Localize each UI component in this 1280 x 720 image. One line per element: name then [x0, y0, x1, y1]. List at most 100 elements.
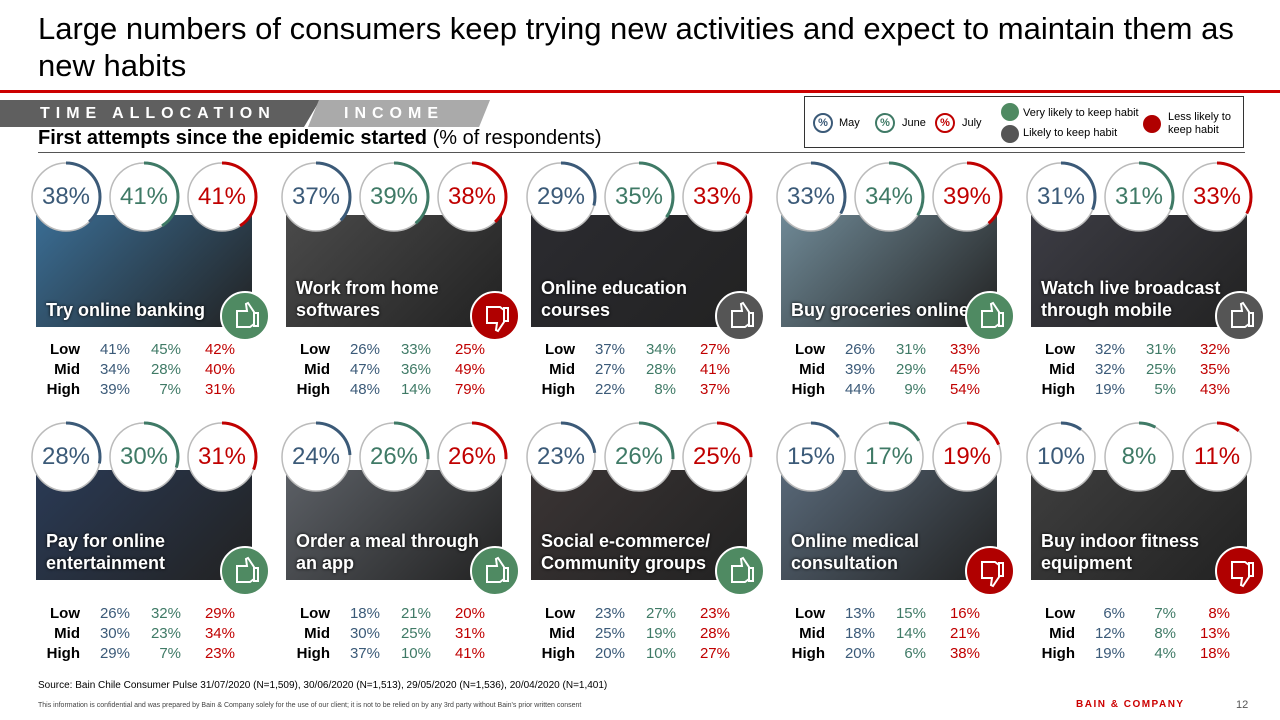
thumbs-up-icon — [220, 546, 270, 596]
income-value-may: 41% — [99, 341, 130, 358]
percent-ring-june: 17% — [851, 419, 927, 495]
tab-income[interactable]: INCOME — [308, 100, 490, 127]
income-row-low: Low 37% 34% 27% — [535, 340, 755, 360]
income-value-july: 27% — [699, 645, 730, 662]
income-level-label: High — [296, 381, 330, 398]
income-row-low: Low 13% 15% 16% — [785, 604, 1005, 624]
income-value-may: 26% — [349, 341, 380, 358]
percent-ring-july: 25% — [679, 419, 755, 495]
photo-background — [36, 215, 252, 327]
activity-label: Social e-commerce/ Community groups — [541, 531, 711, 573]
percent-ring-june: 30% — [106, 419, 182, 495]
income-level-label: Low — [300, 341, 330, 358]
income-value-may: 26% — [99, 605, 130, 622]
activity-label: Watch live broadcast through mobile — [1041, 278, 1221, 320]
income-level-label: Mid — [1049, 361, 1075, 378]
income-value-june: 28% — [645, 361, 676, 378]
income-value-june: 14% — [895, 625, 926, 642]
legend-july-label: July — [962, 117, 982, 129]
income-value-july: 28% — [699, 625, 730, 642]
income-row-mid: Mid 47% 36% 49% — [290, 360, 510, 380]
percent-ring-may: 31% — [1023, 159, 1099, 235]
income-level-label: Mid — [1049, 625, 1075, 642]
income-value-june: 4% — [1154, 645, 1176, 662]
photo-background — [286, 215, 502, 327]
percent-value-july: 33% — [692, 183, 742, 210]
income-row-low: Low 26% 32% 29% — [40, 604, 260, 624]
brand-logo: BAIN & COMPANY — [1076, 699, 1185, 710]
percent-ring-june: 34% — [851, 159, 927, 235]
income-level-label: Low — [1045, 341, 1075, 358]
income-value-june: 21% — [400, 605, 431, 622]
thumbs-down-icon — [965, 546, 1015, 596]
income-value-may: 26% — [844, 341, 875, 358]
income-row-high: High 48% 14% 79% — [290, 380, 510, 400]
legend-june-label: June — [902, 117, 926, 129]
income-value-july: 38% — [949, 645, 980, 662]
income-value-may: 39% — [99, 381, 130, 398]
income-row-high: High 44% 9% 54% — [785, 380, 1005, 400]
income-level-label: Low — [795, 605, 825, 622]
activity-label: Order a meal through an app — [296, 531, 480, 573]
income-row-high: High 19% 4% 18% — [1035, 644, 1255, 664]
income-row-low: Low 26% 33% 25% — [290, 340, 510, 360]
income-value-may: 32% — [1094, 341, 1125, 358]
income-value-june: 10% — [400, 645, 431, 662]
percent-value-may: 31% — [1036, 183, 1086, 210]
income-value-june: 25% — [1145, 361, 1176, 378]
income-value-july: 41% — [699, 361, 730, 378]
subtitle: First attempts since the epidemic starte… — [38, 126, 602, 150]
income-row-low: Low 23% 27% 23% — [535, 604, 755, 624]
income-value-june: 27% — [645, 605, 676, 622]
income-value-may: 12% — [1094, 625, 1125, 642]
income-row-mid: Mid 32% 25% 35% — [1035, 360, 1255, 380]
income-value-july: 35% — [1199, 361, 1230, 378]
income-value-may: 30% — [349, 625, 380, 642]
thumbs-down-icon — [1143, 115, 1161, 133]
source-note: Source: Bain Chile Consumer Pulse 31/07/… — [38, 680, 608, 691]
percent-ring-june: 8% — [1101, 419, 1177, 495]
income-value-june: 7% — [159, 381, 181, 398]
legend-very-likely: Very likely to keep habit — [1023, 107, 1139, 119]
percent-value-june: 30% — [119, 443, 169, 470]
income-value-july: 40% — [204, 361, 235, 378]
percent-value-june: 26% — [369, 443, 419, 470]
income-value-july: 41% — [454, 645, 485, 662]
activity-photo: Try online banking — [36, 215, 252, 327]
tab-time-allocation[interactable]: TIME ALLOCATION — [0, 100, 320, 127]
percent-ring-july: 31% — [184, 419, 260, 495]
activity-label: Try online banking — [46, 300, 206, 320]
income-value-june: 29% — [895, 361, 926, 378]
income-value-june: 7% — [159, 645, 181, 662]
percent-ring-may: 28% — [28, 419, 104, 495]
income-level-label: Low — [545, 605, 575, 622]
subtitle-divider — [38, 152, 1245, 153]
income-value-july: 20% — [454, 605, 485, 622]
legend-less-likely: Less likely to keep habit — [1168, 111, 1231, 136]
income-level-label: Low — [50, 605, 80, 622]
income-row-low: Low 26% 31% 33% — [785, 340, 1005, 360]
income-value-may: 19% — [1094, 381, 1125, 398]
percent-value-may: 29% — [536, 183, 586, 210]
income-value-june: 36% — [400, 361, 431, 378]
percent-ring-july: 11% — [1179, 419, 1255, 495]
income-value-may: 44% — [844, 381, 875, 398]
income-value-may: 47% — [349, 361, 380, 378]
activity-photo: Work from home softwares — [286, 215, 502, 327]
income-level-label: Low — [795, 341, 825, 358]
percent-value-june: 8% — [1121, 443, 1157, 470]
percent-value-june: 41% — [119, 183, 169, 210]
percent-ring-june: 41% — [106, 159, 182, 235]
thumbs-up-icon — [965, 291, 1015, 341]
thumbs-down-icon — [1215, 546, 1265, 596]
income-value-july: 45% — [949, 361, 980, 378]
activity-photo: Watch live broadcast through mobile — [1031, 215, 1247, 327]
income-value-june: 23% — [150, 625, 181, 642]
income-value-may: 32% — [1094, 361, 1125, 378]
percent-value-may: 23% — [536, 443, 586, 470]
income-row-mid: Mid 12% 8% 13% — [1035, 624, 1255, 644]
income-value-may: 39% — [844, 361, 875, 378]
income-value-june: 34% — [645, 341, 676, 358]
percent-ring-july: 41% — [184, 159, 260, 235]
income-level-label: Mid — [549, 361, 575, 378]
